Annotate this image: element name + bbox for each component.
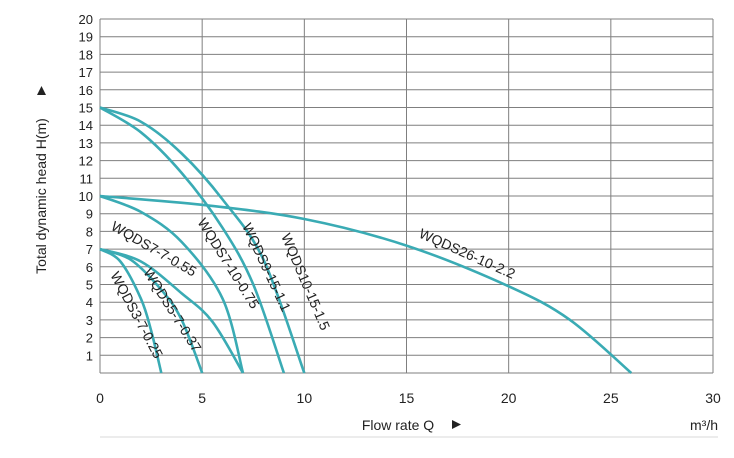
y-tick-label: 7 — [86, 242, 93, 257]
series-line-5 — [99, 106, 306, 374]
y-tick-label: 9 — [86, 207, 93, 222]
y-tick-label: 15 — [79, 101, 93, 116]
series-line-0 — [99, 247, 163, 374]
series-line-4 — [99, 106, 286, 374]
grid — [99, 18, 714, 374]
x-tick-label: 30 — [705, 390, 721, 406]
y-tick-label: 5 — [86, 278, 93, 293]
y-tick-label: 12 — [79, 154, 93, 169]
y-axis-arrow-icon — [37, 86, 46, 95]
y-tick-label: 19 — [79, 30, 93, 45]
y-tick-label: 6 — [86, 260, 93, 275]
y-tick-label: 11 — [80, 171, 94, 186]
y-tick-label: 1 — [86, 348, 93, 363]
y-tick-label: 3 — [86, 313, 93, 328]
x-axis-arrow-icon — [452, 420, 461, 429]
series-line-3 — [99, 194, 245, 374]
x-tick-label: 20 — [501, 390, 517, 406]
y-tick-label: 8 — [86, 224, 93, 239]
y-tick-label: 4 — [86, 295, 93, 310]
y-tick-label: 10 — [79, 189, 93, 204]
x-tick-label: 15 — [399, 390, 415, 406]
series-line-6 — [99, 194, 633, 374]
curve-labels: WQDS3-7-0.25WQDS5-7-0.37WQDS7-7-0.55WQDS… — [107, 215, 518, 361]
y-tick-label: 13 — [79, 136, 93, 151]
x-axis-title: Flow rate Q — [362, 417, 434, 433]
y-tick-label: 20 — [79, 12, 93, 27]
x-tick-label: 25 — [603, 390, 619, 406]
series-line-2 — [99, 247, 245, 374]
y-tick-label: 2 — [86, 331, 93, 346]
x-tick-labels: 0 5 10 15 20 25 30 — [96, 390, 721, 406]
y-tick-label: 16 — [79, 83, 93, 98]
x-tick-label: 0 — [96, 390, 104, 406]
x-axis-unit: m³/h — [690, 417, 718, 433]
y-tick-label: 18 — [79, 47, 93, 62]
curves — [99, 106, 633, 374]
x-tick-label: 10 — [297, 390, 313, 406]
y-tick-label: 14 — [79, 118, 93, 133]
x-tick-label: 5 — [198, 390, 206, 406]
y-axis-title: Total dynamic head H(m) — [33, 118, 49, 274]
y-tick-label: 17 — [79, 65, 93, 80]
